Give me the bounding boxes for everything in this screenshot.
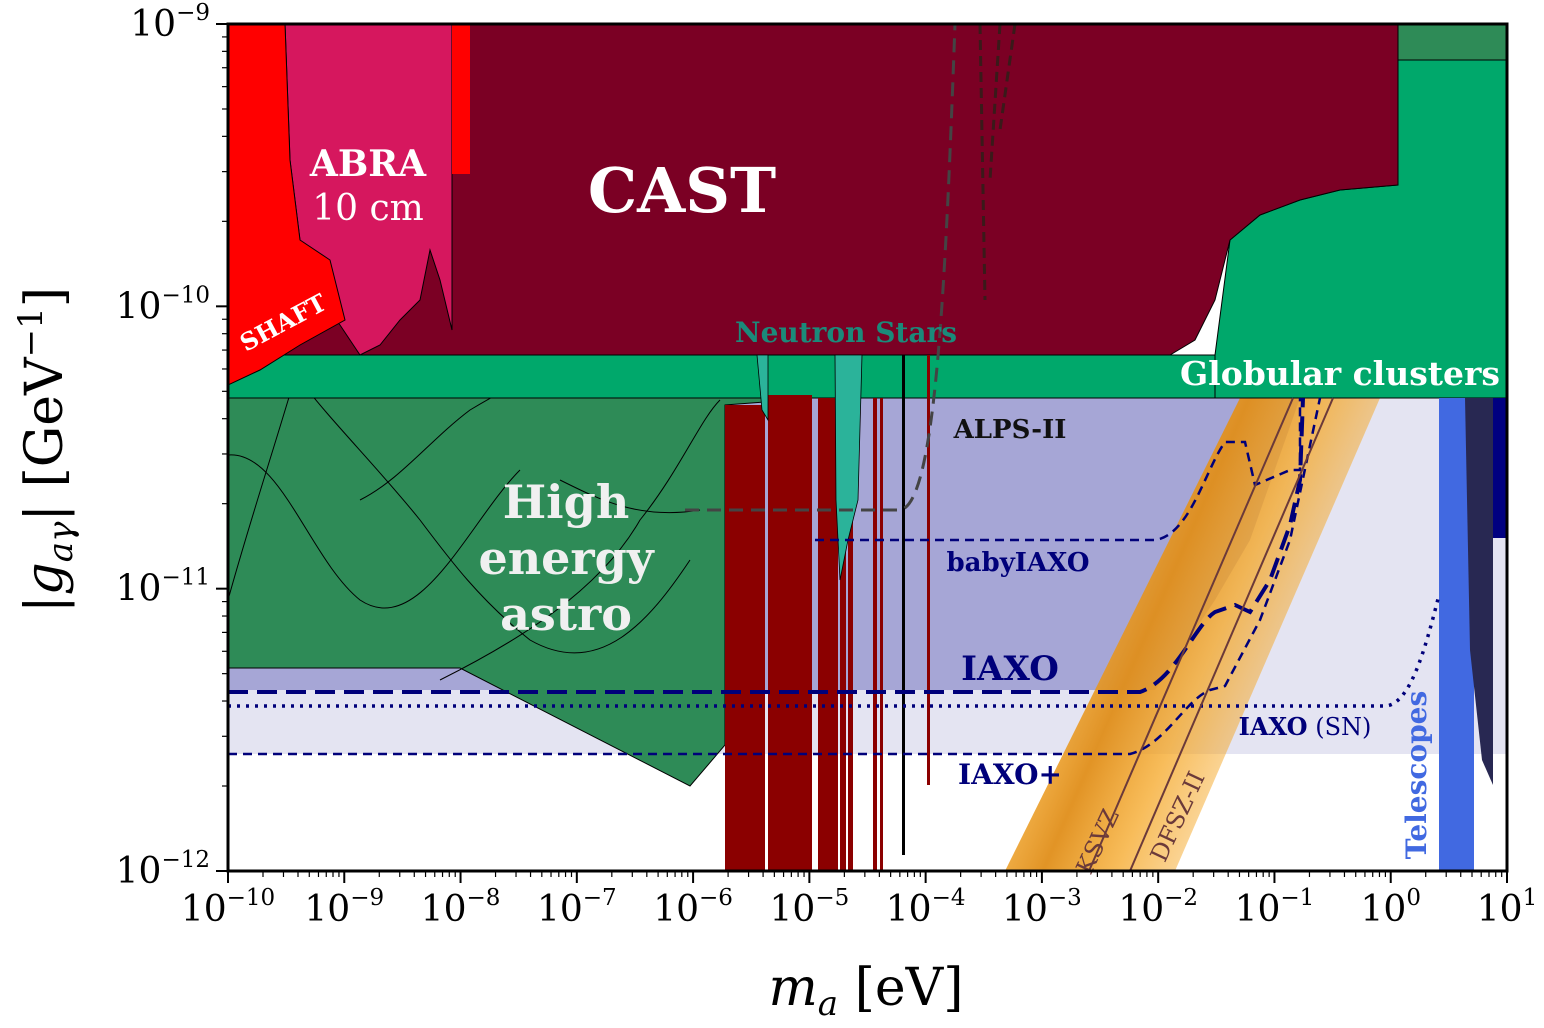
y-axis-title: |gaγ| [GeV−1]: [11, 287, 81, 613]
x-tick-label: 10−2: [1118, 885, 1198, 930]
babyiaxo-label: babyIAXO: [946, 548, 1089, 578]
abra-label-line2: 10 cm: [312, 188, 424, 229]
red-strip: [452, 24, 470, 174]
babyiaxo-line: [815, 398, 1302, 542]
iaxo-sn-label: IAXO (SN): [1239, 712, 1372, 741]
y-tick-label: 10−12: [116, 847, 210, 892]
iaxo-line: [228, 397, 1305, 694]
shaft-region: [228, 24, 346, 386]
y-tick-label: 10−9: [130, 0, 210, 45]
plot-regions: [228, 24, 1507, 871]
y-axis-ticks: 10−12 10−11 10−10 10−9: [116, 0, 228, 892]
x-tick-label: 10−1: [1235, 885, 1315, 930]
x-axis-ticks: 10−10 10−9 10−8 10−7 10−6 10−5 10−4 10−3 10−2 10−…: [181, 871, 1537, 930]
dark-dashed-lines: [978, 24, 1017, 301]
x-tick-label: 10−6: [653, 885, 733, 930]
telescopes-label: Telescopes: [1400, 691, 1433, 860]
x-tick-label: 101: [1477, 885, 1537, 930]
dark-navy-block: [1493, 398, 1507, 538]
high-energy-label-line3: astro: [500, 587, 632, 641]
neutron-stars-label: Neutron Stars: [735, 316, 957, 349]
x-tick-label: 10−4: [886, 885, 966, 930]
plot-frame: [226, 22, 1509, 873]
iaxo-sn-bold: IAXO: [1239, 712, 1308, 741]
iaxo-plus-label: IAXO+: [958, 758, 1062, 791]
telescopes-top-block: [1397, 24, 1507, 61]
x-tick-label: 10−10: [181, 885, 275, 930]
alps-ii-label: ALPS-II: [953, 415, 1067, 445]
abra-label-line1: ABRA: [309, 143, 427, 185]
x-tick-label: 10−3: [1002, 885, 1082, 930]
iaxo-sn-tag: (SN): [1315, 713, 1371, 741]
y-tick-label: 10−10: [116, 282, 210, 327]
x-tick-label: 10−9: [304, 885, 384, 930]
cast-label: CAST: [588, 154, 776, 227]
high-energy-label-line2: energy: [478, 531, 654, 585]
iaxo-label: IAXO: [961, 649, 1059, 689]
ksvz-line: [1088, 397, 1294, 871]
haloscope-bars: [725, 355, 930, 871]
dfsz-ii-line: [1129, 397, 1334, 871]
cast-region: [228, 24, 1399, 356]
x-tick-label: 100: [1361, 885, 1421, 930]
telescopes-dark-region: [1465, 398, 1493, 785]
x-tick-label: 10−5: [770, 885, 850, 930]
x-tick-label: 10−7: [537, 885, 617, 930]
x-axis-title: ma [eV]: [768, 958, 963, 1024]
y-tick-label: 10−11: [116, 565, 210, 610]
iaxo-plus-line: [228, 397, 1322, 756]
globular-clusters-label: Globular clusters: [1180, 354, 1500, 393]
x-tick-label: 10−8: [421, 885, 501, 930]
alps-ii-line: [685, 24, 957, 512]
high-energy-label-line1: High: [503, 475, 630, 529]
